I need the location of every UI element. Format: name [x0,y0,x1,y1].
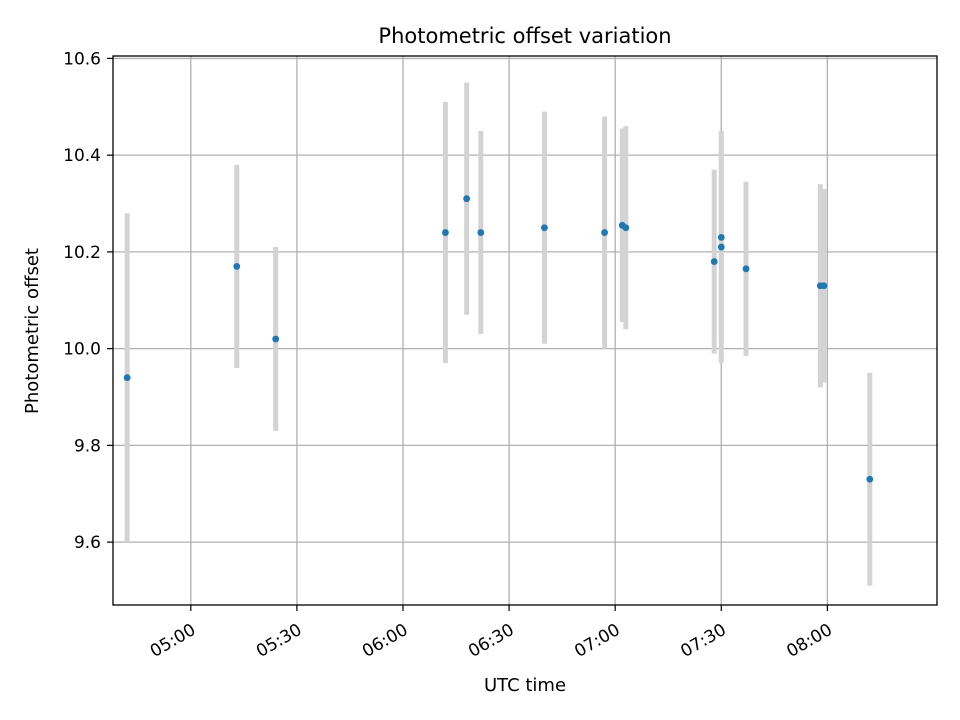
y-axis: 9.6 9.8 10.0 10.2 10.4 10.6 [63,49,113,553]
y-tick-label: 9.8 [74,436,101,456]
data-point [717,243,725,251]
data-point [601,229,608,236]
y-tick-label: 9.6 [74,533,101,553]
y-tick-label: 10.2 [63,243,101,263]
data-point [477,229,485,236]
data-point [710,258,718,265]
data-point [541,224,548,232]
y-tick-label: 10.6 [63,49,101,69]
y-tick-label: 10.4 [63,146,101,166]
data-point [742,265,750,273]
data-point [463,195,471,203]
data-point [820,282,828,290]
y-axis-title: Photometric offset [22,248,43,414]
data-point [866,475,874,483]
x-axis-title: UTC time [484,675,566,696]
data-point [622,224,630,232]
data-point [272,335,280,343]
y-tick-label: 10.0 [63,340,101,360]
data-point [233,263,241,270]
data-point [717,233,725,241]
chart-title: Photometric offset variation [378,24,671,48]
data-points [123,195,874,483]
data-point [123,374,131,382]
data-point [442,229,449,236]
plot-area-frame [112,55,938,606]
